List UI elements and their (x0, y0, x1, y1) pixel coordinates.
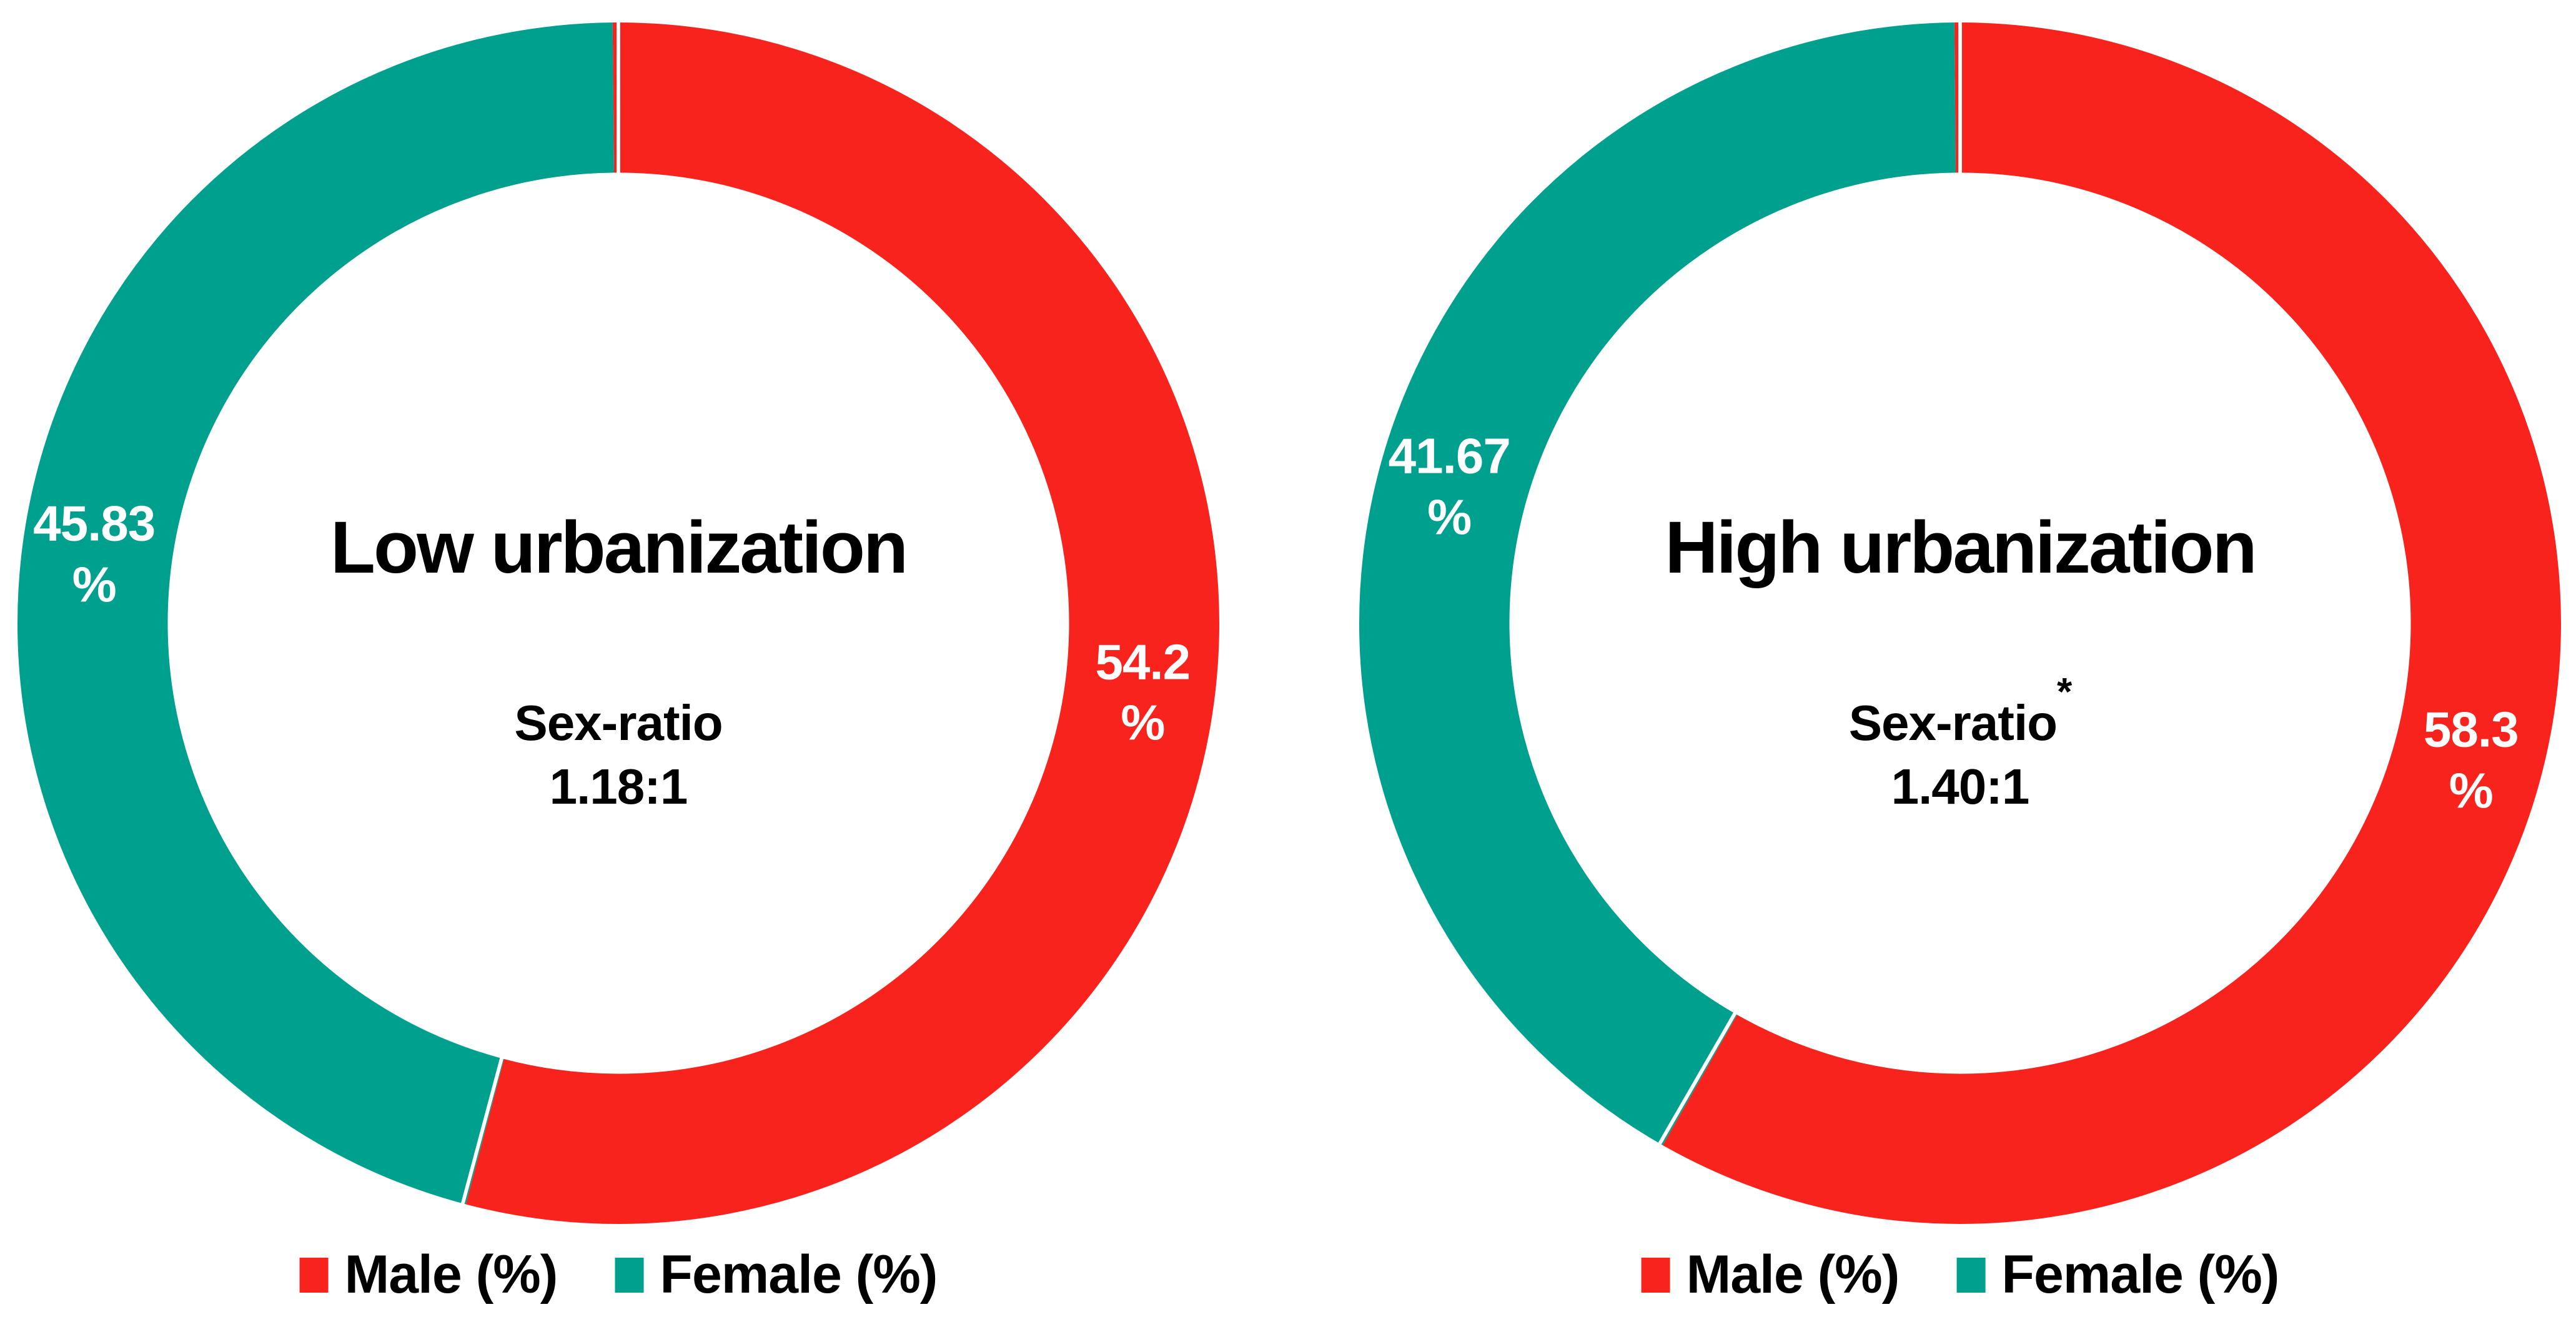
female-legend-swatch (615, 1257, 644, 1293)
chart-title: High urbanization (1665, 506, 2257, 589)
male-legend-swatch (299, 1257, 329, 1293)
male-slice-label: 58.3 % (2423, 701, 2519, 819)
male-legend-label: Male (%) (1686, 1245, 1900, 1305)
female-slice-label: 45.83 % (33, 495, 156, 613)
female-slice-arc (1359, 22, 2561, 1224)
legend-item-male: Male (%) (1641, 1244, 1900, 1306)
sex-ratio-label: Sex-ratio* (1848, 673, 2073, 752)
chart-title: Low urbanization (330, 506, 908, 589)
sex-ratio-label: Sex-ratio (514, 694, 723, 752)
donut-chart-high-urbanization: 58.3 % 41.67 % High urbanization Sex-rat… (1359, 22, 2561, 1305)
sex-ratio-text: Sex-ratio (514, 694, 723, 751)
footnote-asterisk: * (2057, 670, 2072, 714)
male-legend-swatch (1641, 1257, 1670, 1293)
male-legend-label: Male (%) (344, 1245, 558, 1305)
sex-ratio-value: 1.18:1 (549, 758, 688, 814)
donut-chart-low-urbanization: 54.2 % 45.83 % Low urbanization Sex-rati… (17, 22, 1219, 1305)
donut-ring-high (1359, 22, 2561, 1224)
female-slice-label: 41.67 % (1388, 428, 1511, 545)
female-legend-label: Female (%) (660, 1245, 938, 1305)
female-legend-swatch (1956, 1257, 1986, 1293)
slice-separator-bottom (460, 1055, 504, 1206)
donut-ring-low (17, 22, 1219, 1224)
slice-separator-bottom (1657, 1010, 1738, 1147)
sex-ratio-text: Sex-ratio (1848, 694, 2058, 751)
legend-item-female: Female (%) (1956, 1244, 2279, 1306)
legend: Male (%) Female (%) (299, 1244, 938, 1306)
male-slice-label: 54.2 % (1095, 633, 1191, 751)
legend-item-male: Male (%) (299, 1244, 558, 1306)
female-legend-label: Female (%) (2001, 1245, 2279, 1305)
sex-ratio-value: 1.40:1 (1891, 758, 2030, 814)
legend-item-female: Female (%) (615, 1244, 938, 1306)
legend: Male (%) Female (%) (1641, 1244, 2279, 1306)
